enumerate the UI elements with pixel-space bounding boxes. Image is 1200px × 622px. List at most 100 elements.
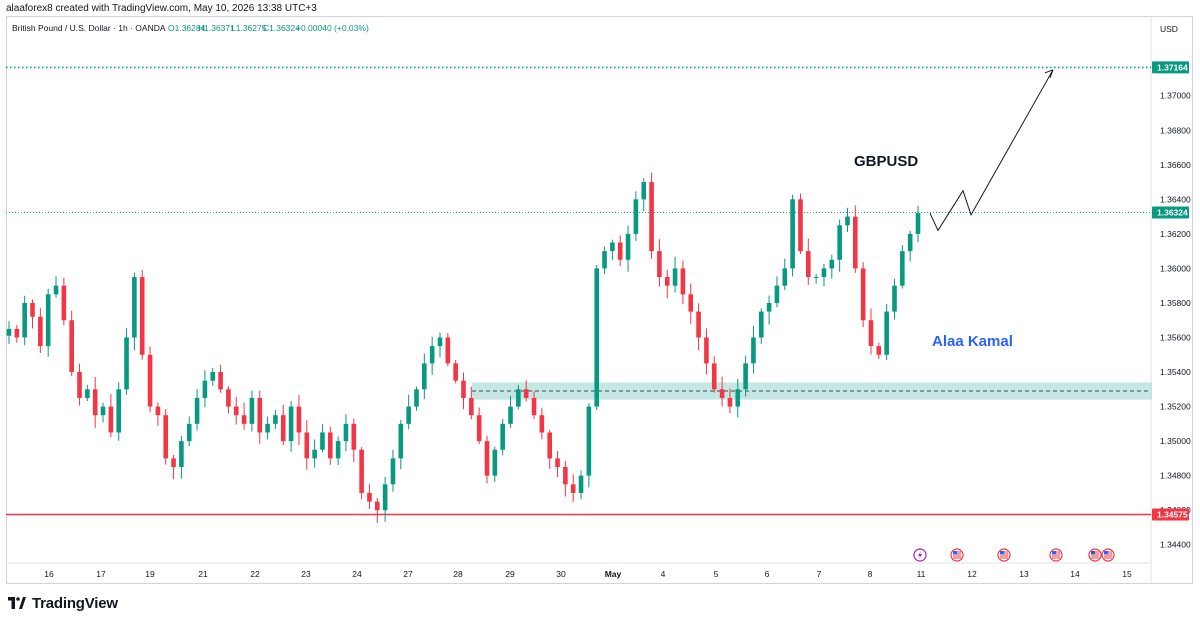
candle[interactable] [845,207,850,232]
candle[interactable] [476,407,482,445]
candle[interactable] [351,418,357,463]
candle[interactable] [194,389,200,431]
candle[interactable] [437,332,443,358]
price-chart[interactable]: British Pound / U.S. Dollar · 1h · OANDA… [0,0,1200,590]
candle[interactable] [915,205,921,243]
candle[interactable] [539,407,545,440]
candle[interactable] [492,446,498,482]
candle[interactable] [85,384,90,402]
candle[interactable] [461,372,466,410]
candle[interactable] [359,447,364,500]
candle[interactable] [406,394,411,430]
candle[interactable] [813,274,819,284]
candle[interactable] [868,308,874,355]
candle[interactable] [69,310,74,377]
candle[interactable] [508,395,513,428]
candle[interactable] [100,402,106,423]
candle[interactable] [155,402,161,426]
candle[interactable] [202,370,208,408]
candle[interactable] [280,404,286,446]
candle[interactable] [22,295,27,346]
candle[interactable] [884,303,889,360]
candle[interactable] [696,303,701,351]
candle[interactable] [594,264,600,410]
candle[interactable] [711,356,717,393]
candle[interactable] [758,308,764,344]
candle[interactable] [570,474,576,503]
candle[interactable] [186,416,192,447]
candle[interactable] [343,414,349,452]
candle[interactable] [821,263,827,287]
candle[interactable] [766,295,772,325]
candle[interactable] [790,194,795,277]
candle[interactable] [139,269,145,360]
candle[interactable] [6,321,12,345]
candle[interactable] [876,342,882,360]
candle[interactable] [469,386,474,420]
candle[interactable] [547,429,552,469]
candle[interactable] [445,333,451,367]
candle[interactable] [108,394,114,438]
candle[interactable] [171,454,176,480]
candle[interactable] [829,254,835,279]
candle[interactable] [390,449,396,492]
candle[interactable] [680,260,686,305]
candle[interactable] [257,390,263,444]
candle[interactable] [375,498,380,524]
candle[interactable] [782,258,788,291]
lightning-icon[interactable] [913,548,927,562]
candle[interactable] [555,451,560,478]
candle[interactable] [735,378,741,418]
candle[interactable] [907,230,913,262]
candle[interactable] [179,436,184,479]
candle[interactable] [304,420,310,470]
candle[interactable] [860,262,866,328]
candle[interactable] [727,388,733,414]
us-flag-icon[interactable] [997,548,1011,562]
candle[interactable] [296,395,302,446]
candle[interactable] [320,424,325,453]
candle[interactable] [578,470,584,500]
candle[interactable] [719,376,725,407]
candle[interactable] [805,238,811,285]
candle[interactable] [124,327,129,395]
candle[interactable] [61,277,67,326]
candle[interactable] [453,359,458,384]
candle[interactable] [531,391,537,419]
candle[interactable] [273,409,278,429]
candle[interactable] [625,225,631,272]
candle[interactable] [563,460,568,497]
projection-path[interactable] [929,69,1054,232]
candle[interactable] [77,363,82,406]
candle[interactable] [288,401,294,452]
candle[interactable] [312,439,317,468]
candle[interactable] [649,172,654,259]
candle[interactable] [657,239,662,287]
candle[interactable] [853,205,858,273]
candle[interactable] [249,390,255,432]
candle[interactable] [335,436,341,466]
candle[interactable] [892,278,897,320]
candle[interactable] [641,178,647,212]
candle[interactable] [617,235,623,267]
chart-frame[interactable] [6,16,1193,584]
candle[interactable] [147,346,153,413]
candle[interactable] [382,476,388,522]
candle[interactable] [751,325,756,374]
candle[interactable] [422,353,427,400]
candle[interactable] [633,191,639,241]
candle[interactable] [92,376,98,428]
candle[interactable] [516,385,521,410]
candle[interactable] [774,276,780,308]
candle[interactable] [900,245,905,289]
candle[interactable] [14,325,20,343]
candle[interactable] [398,419,404,470]
candle[interactable] [743,355,748,397]
candle[interactable] [210,368,216,386]
candle[interactable] [672,256,678,293]
candle[interactable] [367,484,372,509]
candle[interactable] [798,193,803,254]
candle[interactable] [218,364,223,393]
candle[interactable] [688,283,694,324]
candle[interactable] [704,328,709,375]
